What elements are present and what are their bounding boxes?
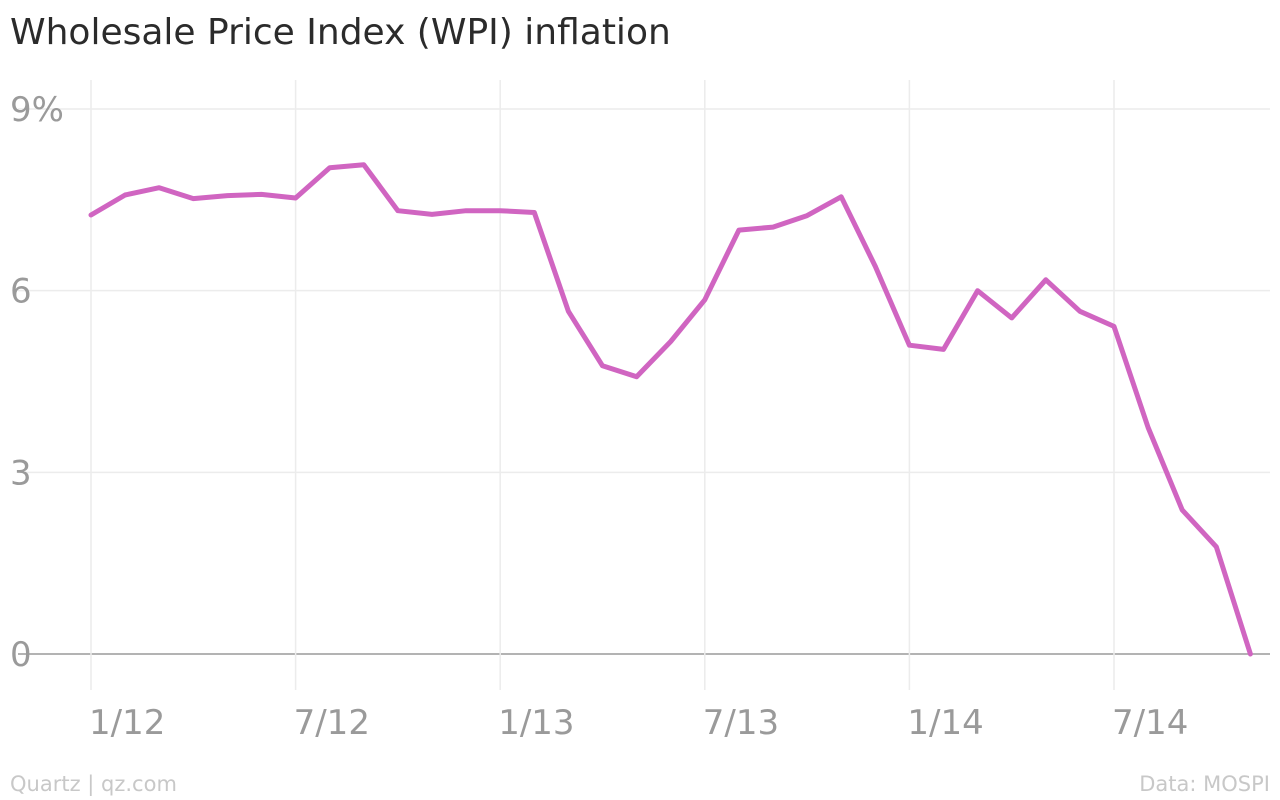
x-tick-label: 7/13 xyxy=(703,703,779,743)
y-tick-label: 6 xyxy=(10,272,32,312)
footer-source: Data: MOSPI xyxy=(1139,772,1270,796)
y-tick-label: 3 xyxy=(10,453,32,493)
x-tick-label: 7/14 xyxy=(1112,703,1188,743)
x-tick-label: 1/13 xyxy=(498,703,574,743)
chart-title: Wholesale Price Index (WPI) inflation xyxy=(10,12,671,53)
footer-credit: Quartz | qz.com xyxy=(10,772,177,796)
x-tick-label: 7/12 xyxy=(294,703,370,743)
series-line xyxy=(88,162,1253,657)
x-tick-label: 1/14 xyxy=(907,703,983,743)
x-axis-ticks: 1/12 7/12 1/13 7/13 1/14 7/14 xyxy=(89,703,1188,743)
x-tick-label: 1/12 xyxy=(89,703,165,743)
y-tick-label: 9% xyxy=(10,90,64,130)
grid-lines xyxy=(18,80,1270,690)
series-layer xyxy=(88,162,1253,657)
y-axis-ticks: 9% 6 3 0 xyxy=(10,90,64,675)
y-tick-label: 0 xyxy=(10,635,32,675)
